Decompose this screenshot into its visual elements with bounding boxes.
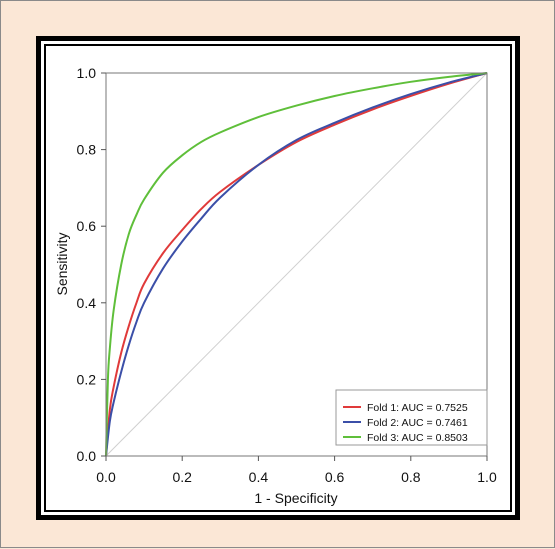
series-layer [105,72,488,457]
y-tick-label: 1.0 [77,65,97,81]
roc-curve-fold-1 [105,72,488,457]
x-tick-label: 0.4 [249,469,269,485]
y-tick-label: 0.8 [77,142,97,158]
y-tick-label: 0.0 [77,448,97,464]
x-tick-label: 0.2 [172,469,192,485]
y-tick-label: 0.2 [77,371,97,387]
y-axis-ticks: 0.0 0.2 0.4 0.6 0.8 1.0 [77,65,106,464]
chance-diagonal-line [105,72,488,457]
x-tick-label: 1.0 [477,469,497,485]
legend: Fold 1: AUC = 0.7525 Fold 2: AUC = 0.7461… [335,389,488,446]
y-axis-label: Sensitivity [54,232,70,295]
roc-curve-fold-2 [105,72,488,457]
x-tick-label: 0.0 [96,469,116,485]
y-tick-label: 0.6 [77,218,97,234]
legend-label-fold-2: Fold 2: AUC = 0.7461 [367,417,468,429]
y-tick-label: 0.4 [77,295,97,311]
legend-box [335,389,488,446]
x-tick-label: 0.8 [401,469,421,485]
roc-curve-fold-3 [105,72,488,457]
legend-label-fold-1: Fold 1: AUC = 0.7525 [367,402,468,414]
x-tick-label: 0.6 [325,469,345,485]
reference-layer [105,72,488,457]
figure-frame [36,36,520,520]
x-axis-ticks: 0.0 0.2 0.4 0.6 0.8 1.0 [96,456,497,485]
x-axis-label: 1 - Specificity [254,490,337,506]
plot-area-border [105,72,488,457]
legend-label-fold-3: Fold 3: AUC = 0.8503 [367,432,468,444]
